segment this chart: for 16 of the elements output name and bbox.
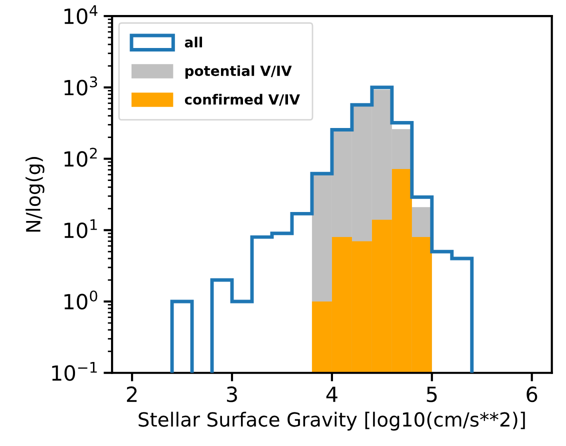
legend-label: all — [184, 36, 202, 48]
y-tick-label: 10$^{1}$ — [64, 219, 97, 238]
legend-label: potential V/IV — [185, 65, 292, 79]
y-tick-label: 10$^{0}$ — [64, 290, 98, 310]
legend-label: confirmed V/IV — [184, 94, 300, 106]
y-tick-label: 10$^{−1}$ — [52, 362, 97, 381]
y-axis-title: N/log(g) — [26, 157, 44, 232]
x-tick-label: 4 — [326, 386, 338, 402]
x-tick-label: 3 — [226, 386, 237, 402]
x-tick-label: 2 — [126, 386, 137, 402]
y-tick-label: 10$^{4}$ — [64, 5, 98, 24]
y-tick-label: 10$^{2}$ — [64, 148, 97, 167]
x-axis-title: Stellar Surface Gravity [log10(cm/s**2)] — [138, 412, 525, 431]
x-tick-label: 5 — [426, 386, 437, 402]
x-tick-label: 6 — [526, 386, 538, 402]
y-tick-label: 10$^{3}$ — [64, 76, 98, 96]
